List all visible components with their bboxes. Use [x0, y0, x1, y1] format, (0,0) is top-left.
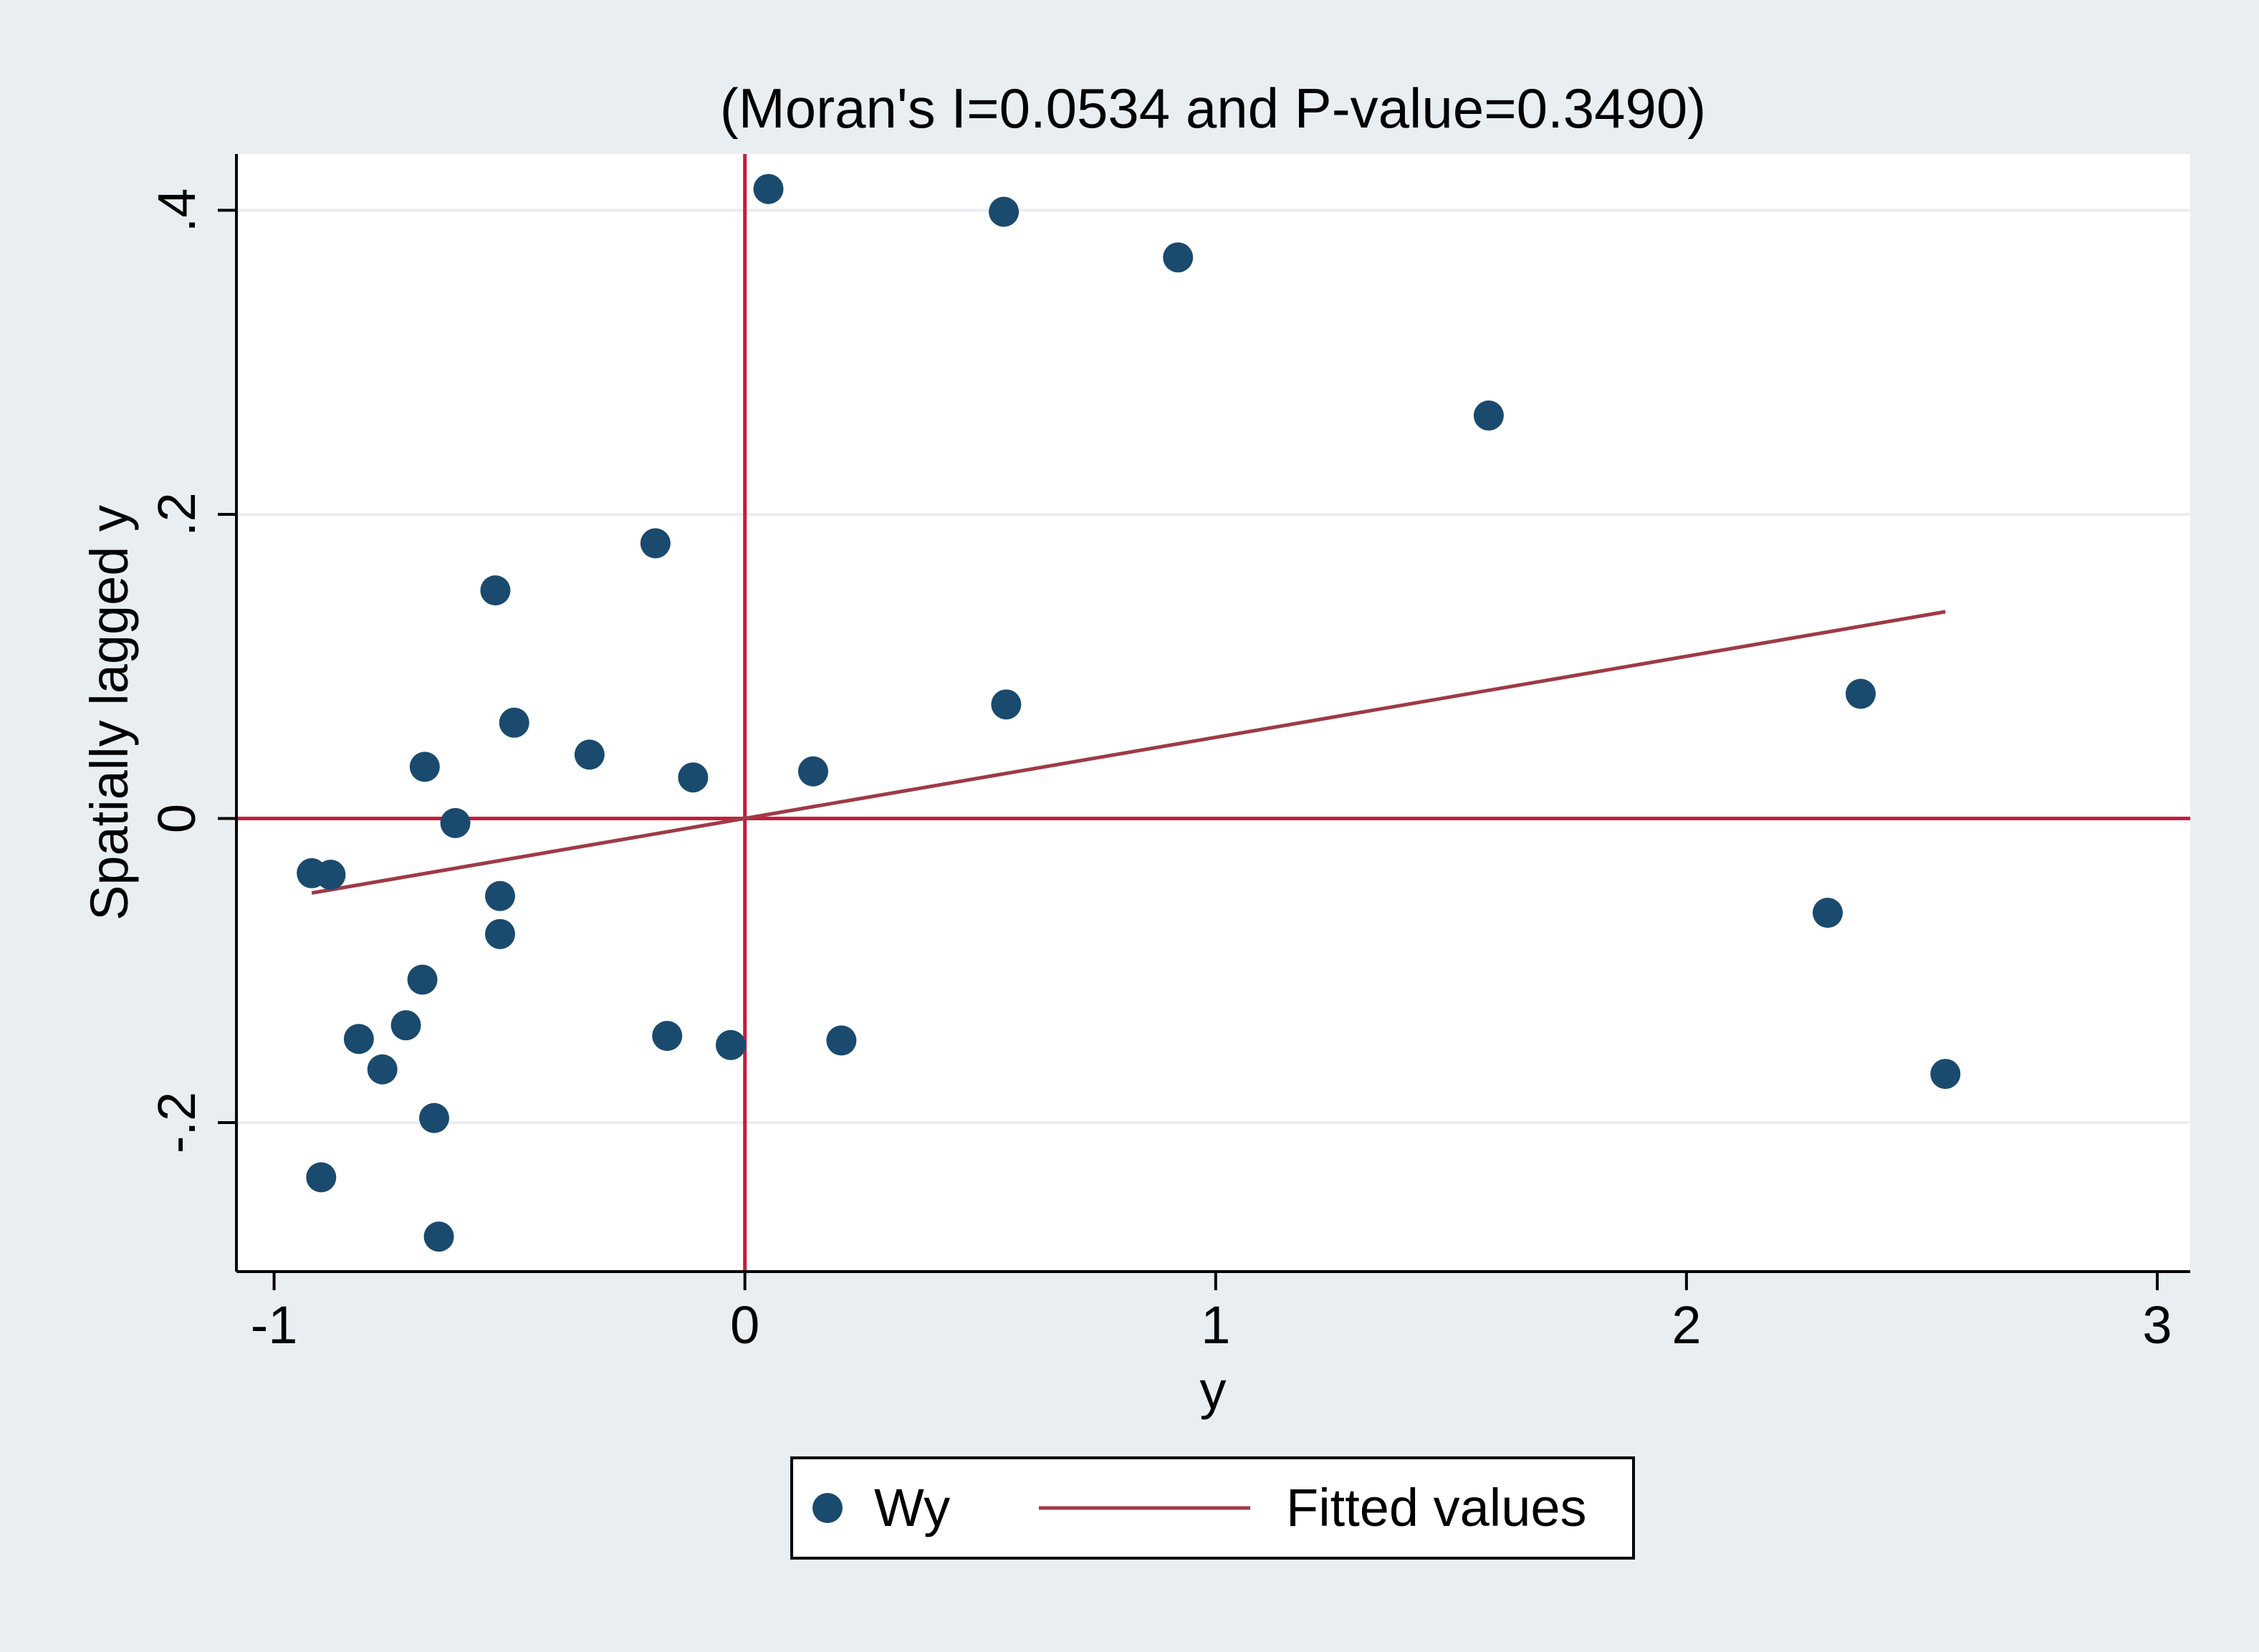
data-point-wy-23 — [652, 1021, 683, 1052]
legend-label-wy: Wy — [874, 1478, 950, 1537]
data-point-wy-12 — [797, 756, 828, 787]
x-tick-label-3: 2 — [1672, 1295, 1701, 1355]
data-point-wy-21 — [343, 1024, 374, 1055]
y-tick-label-1: 0 — [147, 804, 206, 833]
y-ticks: -.2 0 .2 .4 — [147, 188, 236, 1153]
data-point-wy-22 — [367, 1054, 398, 1085]
data-point-wy-5 — [480, 575, 511, 606]
data-point-wy-26 — [1930, 1059, 1961, 1090]
y-tick-label-3: .4 — [147, 188, 206, 233]
reference-lines — [236, 154, 2190, 1272]
data-point-wy-8 — [499, 707, 529, 738]
x-tick-label-4: 3 — [2142, 1295, 2172, 1355]
plot-area — [236, 154, 2190, 1272]
data-point-wy-18 — [1813, 898, 1843, 928]
data-point-wy-25 — [826, 1025, 857, 1056]
data-point-wy-19 — [407, 964, 438, 995]
data-point-wy-2 — [1163, 242, 1194, 273]
data-point-wy-1 — [989, 196, 1020, 227]
legend: Wy Fitted values — [790, 1456, 1635, 1560]
y-tick-label-2: .2 — [147, 492, 206, 537]
legend-marker-wy — [812, 1493, 843, 1523]
data-point-wy-4 — [640, 528, 671, 559]
y-axis-label: Spatially lagged y — [80, 505, 139, 921]
data-point-wy-11 — [678, 762, 709, 793]
x-tick-label-2: 1 — [1201, 1295, 1230, 1355]
data-point-wy-9 — [574, 739, 605, 770]
x-tick-label-0: -1 — [251, 1295, 298, 1355]
fitted-line-layer — [311, 610, 1946, 895]
axes — [235, 154, 2190, 1273]
x-tick-label-1: 0 — [730, 1295, 759, 1355]
data-point-wy-28 — [306, 1162, 337, 1193]
scatter-points — [297, 173, 1961, 1252]
y-tick-label-0: -.2 — [147, 1092, 206, 1153]
x-axis-label: y — [1200, 1360, 1227, 1420]
legend-label-fitted: Fitted values — [1286, 1478, 1587, 1537]
data-point-wy-24 — [715, 1029, 746, 1060]
data-point-wy-3 — [1473, 400, 1504, 431]
data-point-wy-10 — [409, 751, 440, 782]
data-point-wy-0 — [753, 173, 784, 204]
fitted-values-line — [311, 610, 1946, 895]
data-point-wy-13 — [440, 807, 471, 838]
data-point-wy-20 — [390, 1010, 421, 1041]
data-point-wy-6 — [991, 689, 1022, 720]
data-point-wy-16 — [484, 880, 515, 911]
data-point-wy-15 — [315, 860, 346, 890]
data-point-wy-17 — [484, 918, 515, 949]
chart-title: (Moran's I=0.0534 and P-value=0.3490) — [720, 77, 1706, 140]
x-ticks: -1 0 1 2 3 — [251, 1272, 2172, 1355]
data-point-wy-7 — [1846, 678, 1876, 709]
data-point-wy-29 — [423, 1221, 454, 1252]
data-point-wy-27 — [418, 1103, 449, 1133]
